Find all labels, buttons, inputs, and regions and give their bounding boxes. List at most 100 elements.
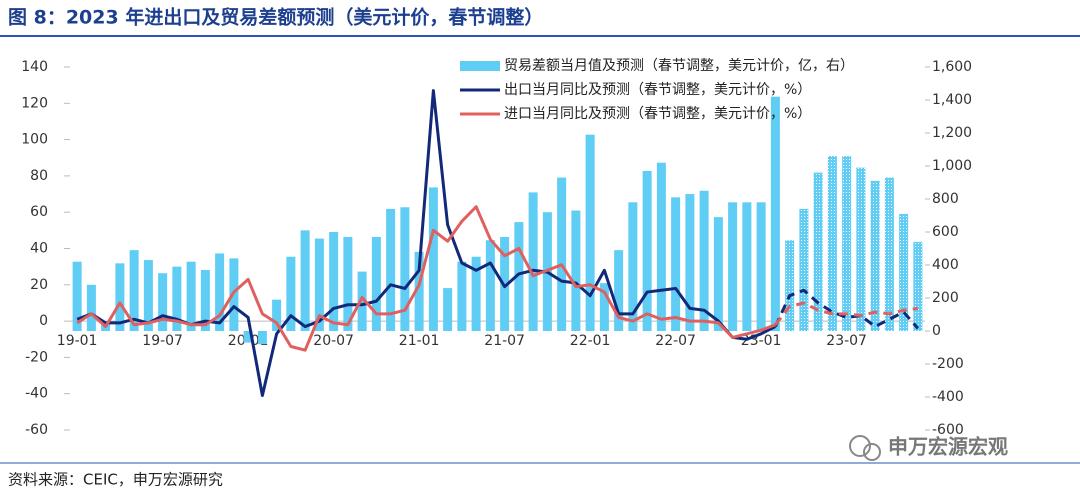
y-tick-label: 120 [21,95,48,111]
bar [286,256,296,331]
legend-swatch [460,61,500,71]
bar [272,299,282,331]
bar [329,232,339,331]
bar [386,208,396,331]
bar [571,210,581,331]
x-tick-label: 23-07 [826,333,867,349]
legend-label: 贸易差额当月值及预测（春节调整，美元计价，亿，右） [504,58,854,74]
bar [671,197,681,331]
y-tick-label: -40 [25,386,48,402]
bar [528,192,538,331]
bar [158,273,168,331]
y-tick-label: 40 [30,241,48,257]
y-tick-label: -60 [25,422,48,438]
y2-tick-label: 0 [932,323,941,339]
bar [400,207,410,331]
y2-tick-label: 1,000 [932,158,972,174]
bar [614,250,624,331]
chart-title: 图 8：2023 年进出口及贸易差额预测（美元计价，春节调整） [8,6,543,29]
bar [756,202,766,331]
y2-tick-label: 800 [932,191,959,207]
bar [870,180,880,331]
bar [86,284,96,331]
y-tick-label: 60 [30,204,48,220]
bar [186,261,196,331]
y-tick-label: -20 [25,349,48,365]
bar [72,261,82,331]
watermark: 申万宏源宏观 [888,435,1008,459]
x-tick-label: 23-01 [741,333,782,349]
bar [172,266,182,331]
bar [699,190,709,331]
line [76,205,776,352]
bar [215,253,225,331]
bar [115,263,125,331]
y2-tick-label: -400 [932,389,964,405]
bar [899,213,909,331]
bar [257,331,267,345]
bar [599,283,609,331]
bar [685,194,695,331]
bar [813,172,823,331]
bar [300,230,310,331]
bar [343,236,353,331]
bar [428,187,438,331]
y-tick-label: 140 [21,59,48,75]
bar [485,240,495,331]
legend-label: 进口当月同比及预测（春节调整，美元计价，%） [504,106,811,122]
bar [856,167,866,331]
bar [842,156,852,331]
bar [371,236,381,331]
line [774,301,919,326]
y-tick-label: 100 [21,132,48,148]
y-tick-label: 80 [30,168,48,184]
bar [770,96,780,331]
bar [457,261,467,331]
y2-tick-label: 1,400 [932,92,972,108]
x-tick-label: 21-07 [484,333,525,349]
bar [642,170,652,331]
bar [129,250,139,331]
y2-tick-label: 400 [932,257,959,273]
y-tick-label: 20 [30,277,48,293]
bar [785,240,795,331]
y2-tick-label: 200 [932,290,959,306]
bar [585,134,595,331]
bar [884,177,894,331]
x-tick-label: 22-01 [570,333,611,349]
bar [913,241,923,331]
bar [514,222,524,331]
x-tick-label: 20-07 [313,333,354,349]
bar [742,202,752,331]
legend-label: 出口当月同比及预测（春节调整，美元计价，%） [504,82,811,98]
x-tick-label: 19-07 [142,333,183,349]
y2-tick-label: 1,600 [932,59,972,75]
bar [443,288,453,331]
bar [728,202,738,331]
bar [357,271,367,331]
watermark-icon [849,435,881,461]
bar [713,217,723,331]
bar [799,208,809,331]
bar [628,202,638,331]
y2-tick-label: 600 [932,224,959,240]
bar [243,331,253,343]
bar [314,238,324,331]
bar [827,156,837,331]
x-tick-label: 21-01 [399,333,440,349]
y2-tick-label: -600 [932,422,964,438]
bar [143,260,153,331]
bar [414,251,424,331]
line [76,89,777,398]
bar [557,177,567,331]
y-tick-label: 0 [39,313,48,329]
x-tick-label: 22-07 [655,333,696,349]
bar [200,269,210,331]
y2-tick-label: -200 [932,356,964,372]
x-tick-label: 19-01 [57,333,98,349]
bar [471,256,481,331]
source: 资料来源：CEIC，申万宏源研究 [8,471,223,489]
line [774,288,920,330]
y2-tick-label: 1,200 [932,125,972,141]
